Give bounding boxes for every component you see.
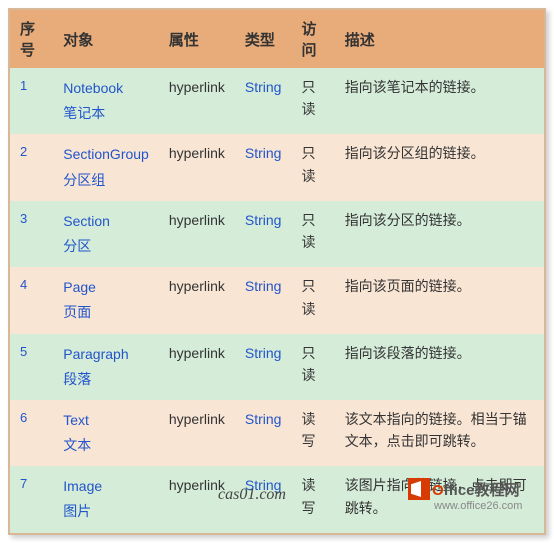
object-link-en[interactable]: SectionGroup bbox=[63, 146, 149, 162]
cell-type[interactable]: String bbox=[235, 267, 292, 333]
header-attribute: 属性 bbox=[159, 10, 235, 68]
cell-description: 指向该页面的链接。 bbox=[335, 267, 544, 333]
table-row: 1 Notebook 笔记本 hyperlink String 只读 指向该笔记… bbox=[10, 68, 544, 134]
page-container: 序号 对象 属性 类型 访问 描述 1 Notebook 笔记本 hyperli… bbox=[8, 8, 546, 535]
logo-cn: 教程网 bbox=[475, 482, 520, 499]
object-link-en[interactable]: Paragraph bbox=[63, 346, 128, 362]
object-link-en[interactable]: Image bbox=[63, 478, 102, 494]
cell-attribute: hyperlink bbox=[159, 267, 235, 333]
header-access: 访问 bbox=[291, 10, 334, 68]
cell-description: 指向该分区的链接。 bbox=[335, 201, 544, 267]
header-description: 描述 bbox=[335, 10, 544, 68]
cell-attribute: hyperlink bbox=[159, 400, 235, 466]
table-row: 6 Text 文本 hyperlink String 读写 该文本指向的链接。相… bbox=[10, 400, 544, 466]
cell-description: 指向该笔记本的链接。 bbox=[335, 68, 544, 134]
cell-object: Text 文本 bbox=[53, 400, 159, 466]
object-link-en[interactable]: Page bbox=[63, 279, 96, 295]
logo-letter-o: O bbox=[432, 482, 444, 499]
cell-index: 4 bbox=[10, 267, 53, 333]
object-link-cn[interactable]: 分区组 bbox=[63, 172, 105, 188]
cell-index: 5 bbox=[10, 334, 53, 400]
site-url: www.office26.com bbox=[434, 500, 522, 512]
site-logo: Office教程网 bbox=[408, 478, 520, 500]
header-row: 序号 对象 属性 类型 访问 描述 bbox=[10, 10, 544, 68]
cell-description: 该文本指向的链接。相当于锚文本，点击即可跳转。 bbox=[335, 400, 544, 466]
cell-object: Page 页面 bbox=[53, 267, 159, 333]
logo-text: Office教程网 bbox=[432, 479, 520, 500]
cell-description: 指向该分区组的链接。 bbox=[335, 134, 544, 200]
cell-access: 读写 bbox=[291, 466, 334, 532]
table-row: 4 Page 页面 hyperlink String 只读 指向该页面的链接。 bbox=[10, 267, 544, 333]
cell-type[interactable]: String bbox=[235, 400, 292, 466]
cell-access: 读写 bbox=[291, 400, 334, 466]
cell-access: 只读 bbox=[291, 334, 334, 400]
object-link-en[interactable]: Text bbox=[63, 412, 89, 428]
cell-object: Notebook 笔记本 bbox=[53, 68, 159, 134]
header-type: 类型 bbox=[235, 10, 292, 68]
logo-rest: ffice bbox=[444, 482, 475, 499]
api-table: 序号 对象 属性 类型 访问 描述 1 Notebook 笔记本 hyperli… bbox=[10, 10, 544, 533]
cell-object: SectionGroup 分区组 bbox=[53, 134, 159, 200]
object-link-en[interactable]: Section bbox=[63, 213, 110, 229]
watermark-text: cas01.com bbox=[218, 486, 286, 504]
cell-index: 7 bbox=[10, 466, 53, 532]
cell-type[interactable]: String bbox=[235, 68, 292, 134]
object-link-cn[interactable]: 图片 bbox=[63, 503, 91, 519]
object-link-cn[interactable]: 分区 bbox=[63, 238, 91, 254]
object-link-en[interactable]: Notebook bbox=[63, 80, 123, 96]
cell-index: 6 bbox=[10, 400, 53, 466]
cell-attribute: hyperlink bbox=[159, 134, 235, 200]
header-object: 对象 bbox=[53, 10, 159, 68]
cell-index: 2 bbox=[10, 134, 53, 200]
cell-type[interactable]: String bbox=[235, 334, 292, 400]
cell-access: 只读 bbox=[291, 68, 334, 134]
cell-index: 1 bbox=[10, 68, 53, 134]
table-body: 1 Notebook 笔记本 hyperlink String 只读 指向该笔记… bbox=[10, 68, 544, 533]
cell-access: 只读 bbox=[291, 267, 334, 333]
table-row: 5 Paragraph 段落 hyperlink String 只读 指向该段落… bbox=[10, 334, 544, 400]
object-link-cn[interactable]: 文本 bbox=[63, 437, 91, 453]
cell-attribute: hyperlink bbox=[159, 201, 235, 267]
office-icon bbox=[408, 478, 430, 500]
cell-attribute: hyperlink bbox=[159, 68, 235, 134]
table-wrapper: 序号 对象 属性 类型 访问 描述 1 Notebook 笔记本 hyperli… bbox=[8, 8, 546, 535]
object-link-cn[interactable]: 笔记本 bbox=[63, 105, 105, 121]
cell-object: Paragraph 段落 bbox=[53, 334, 159, 400]
cell-access: 只读 bbox=[291, 134, 334, 200]
cell-type[interactable]: String bbox=[235, 134, 292, 200]
object-link-cn[interactable]: 页面 bbox=[63, 304, 91, 320]
cell-access: 只读 bbox=[291, 201, 334, 267]
object-link-cn[interactable]: 段落 bbox=[63, 371, 91, 387]
table-row: 3 Section 分区 hyperlink String 只读 指向该分区的链… bbox=[10, 201, 544, 267]
cell-object: Image 图片 bbox=[53, 466, 159, 532]
cell-description: 指向该段落的链接。 bbox=[335, 334, 544, 400]
cell-attribute: hyperlink bbox=[159, 334, 235, 400]
table-row: 2 SectionGroup 分区组 hyperlink String 只读 指… bbox=[10, 134, 544, 200]
cell-index: 3 bbox=[10, 201, 53, 267]
cell-object: Section 分区 bbox=[53, 201, 159, 267]
cell-type[interactable]: String bbox=[235, 201, 292, 267]
header-index: 序号 bbox=[10, 10, 53, 68]
